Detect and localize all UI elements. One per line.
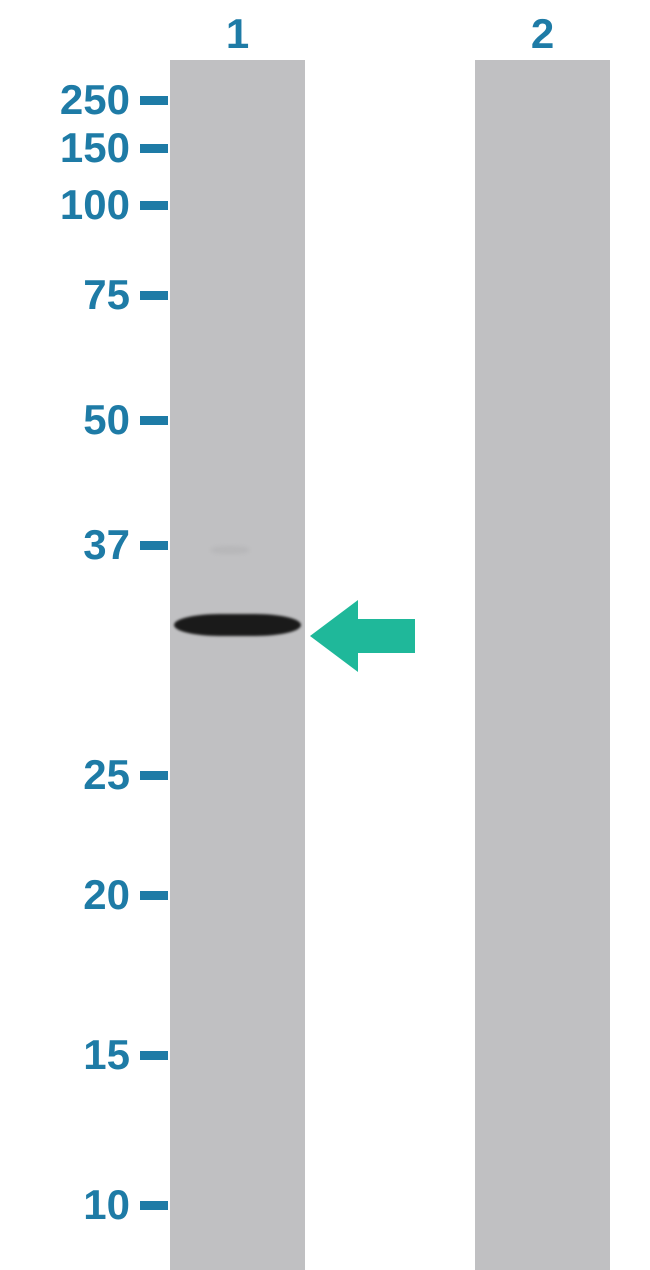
lane-1 — [170, 60, 305, 1270]
mw-tick-25 — [140, 771, 168, 780]
mw-tick-15 — [140, 1051, 168, 1060]
mw-tick-250 — [140, 96, 168, 105]
band-1 — [174, 614, 301, 636]
mw-tick-10 — [140, 1201, 168, 1210]
band-2 — [210, 546, 250, 554]
mw-tick-37 — [140, 541, 168, 550]
mw-label-100: 100 — [60, 181, 130, 229]
mw-label-10: 10 — [83, 1181, 130, 1229]
mw-tick-100 — [140, 201, 168, 210]
mw-label-150: 150 — [60, 124, 130, 172]
lane-2-header: 2 — [475, 10, 610, 58]
mw-label-50: 50 — [83, 396, 130, 444]
mw-label-25: 25 — [83, 751, 130, 799]
mw-label-20: 20 — [83, 871, 130, 919]
mw-tick-75 — [140, 291, 168, 300]
band-arrow — [310, 600, 415, 672]
mw-label-75: 75 — [83, 271, 130, 319]
blot-figure: 1 2 250150 100 75 50 37 25 20 15 10 — [0, 0, 650, 1270]
mw-label-37: 37 — [83, 521, 130, 569]
mw-tick-50 — [140, 416, 168, 425]
mw-tick-20 — [140, 891, 168, 900]
lane-1-header: 1 — [170, 10, 305, 58]
mw-label-15: 15 — [83, 1031, 130, 1079]
arrow-left-icon — [310, 600, 415, 672]
mw-label-250: 250 — [60, 76, 130, 124]
lane-2 — [475, 60, 610, 1270]
mw-tick-150 — [140, 144, 168, 153]
